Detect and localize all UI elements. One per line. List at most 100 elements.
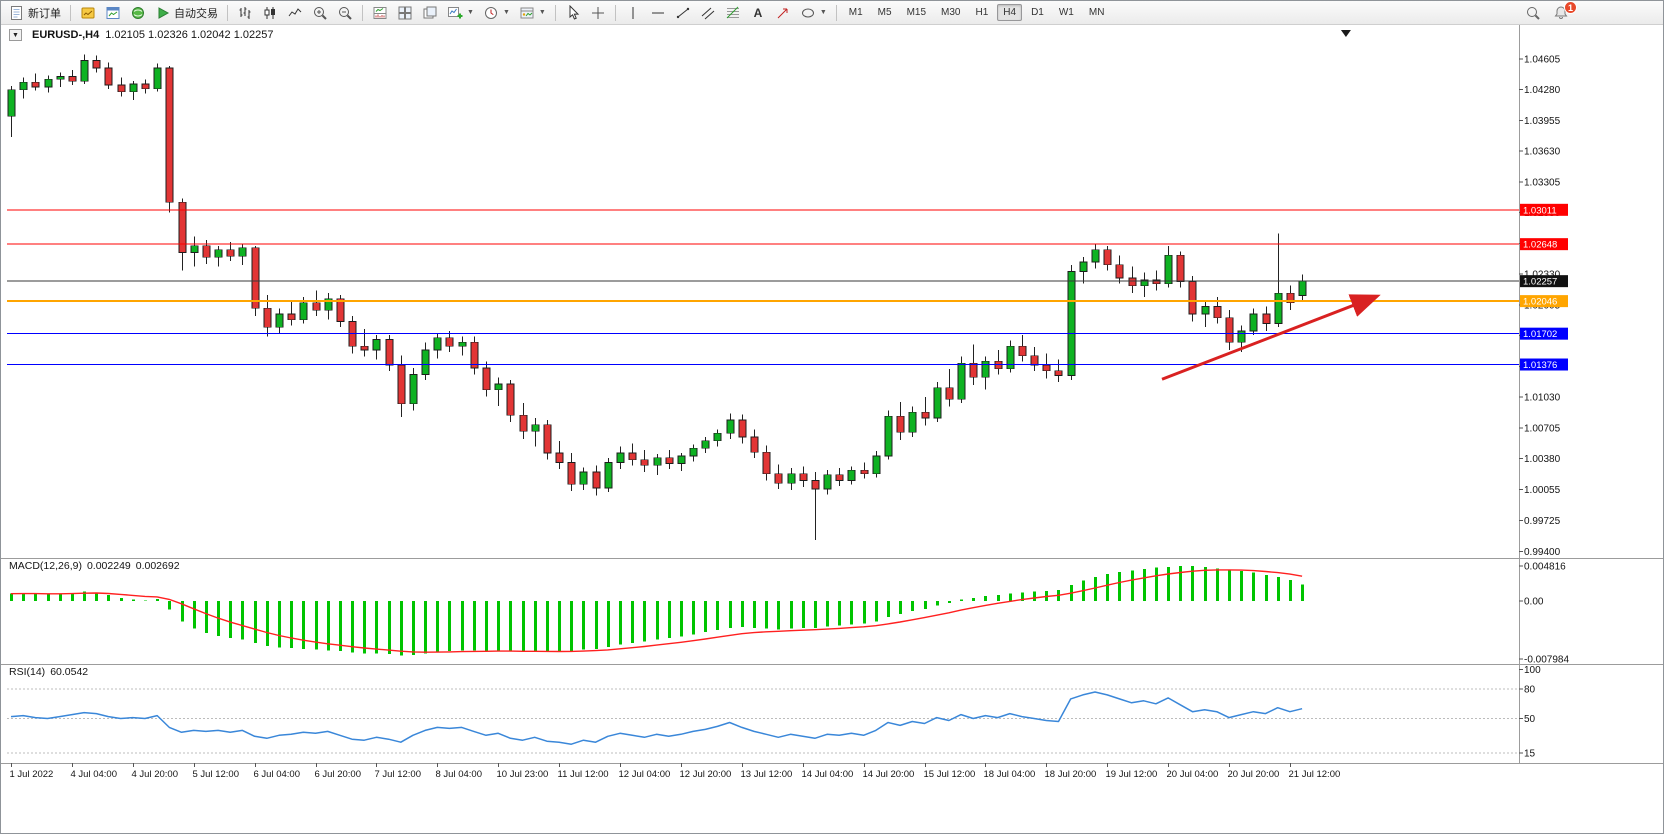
- bull-candle: [494, 383, 503, 391]
- bear-candle: [226, 249, 235, 257]
- bear-candle: [445, 337, 454, 347]
- timeframe-d1-button[interactable]: D1: [1031, 7, 1044, 18]
- bull-candle: [1237, 330, 1246, 343]
- bull-candle: [1164, 254, 1173, 285]
- toolbar-divider: [614, 4, 616, 21]
- timeframe-m5-button[interactable]: M5: [877, 7, 892, 18]
- new-order-button[interactable]: 新订单: [5, 3, 65, 23]
- bar-chart-button[interactable]: [233, 3, 257, 23]
- bear-candle: [555, 452, 564, 463]
- bull-candle: [884, 415, 893, 457]
- vertical-line-button[interactable]: [621, 3, 645, 23]
- timeframe-m15-button[interactable]: M15: [906, 7, 927, 18]
- macd-value-main: 0.002249: [86, 560, 131, 572]
- auto-arrange-button[interactable]: [393, 3, 417, 23]
- bull-candle: [653, 457, 662, 466]
- market-watch-button[interactable]: [76, 3, 100, 23]
- line-chart-button[interactable]: [283, 3, 307, 23]
- bear-candle: [1115, 264, 1124, 279]
- price-axis[interactable]: 1.046051.042801.039551.036301.033051.029…: [1519, 55, 1568, 558]
- bar-chart-icon: [239, 6, 251, 19]
- horizontal-line-icon: [651, 12, 664, 13]
- notification-badge: 1: [1564, 1, 1577, 14]
- bear-candle: [762, 451, 771, 475]
- bull-candle: [1091, 249, 1100, 263]
- bull-candle: [458, 342, 467, 347]
- horizontal-line-button[interactable]: [646, 3, 670, 23]
- chart-area[interactable]: 1.046051.042801.039551.036301.033051.029…: [1, 25, 1664, 834]
- chart-window-button[interactable]: [101, 3, 125, 23]
- timeframe-mn-button[interactable]: MN: [1088, 7, 1105, 18]
- bull-candle: [1006, 345, 1015, 370]
- price-tick-label: 1.04280: [1524, 85, 1561, 96]
- timeframe-m30-button[interactable]: M30: [941, 7, 961, 18]
- bull-candle: [933, 387, 942, 419]
- bear-candle: [738, 419, 747, 438]
- templates-button[interactable]: ▼: [515, 3, 550, 23]
- bull-candle: [847, 469, 856, 481]
- timeframe-m1-button[interactable]: M1: [848, 7, 863, 18]
- bull-candle: [1079, 261, 1088, 272]
- zoom-in-button[interactable]: [308, 3, 332, 23]
- arrow-tool-button[interactable]: [771, 3, 795, 23]
- bear-candle: [750, 436, 759, 453]
- timeframe-h4-button[interactable]: H4: [997, 4, 1023, 21]
- autotrading-label: 自动交易: [174, 7, 218, 20]
- bear-candle: [1018, 345, 1027, 356]
- toolbar-divider: [70, 4, 71, 21]
- bull-candle: [981, 360, 990, 378]
- search-icon: [1527, 6, 1540, 20]
- indicators-window-button[interactable]: [368, 3, 392, 23]
- time-tick-label: 18 Jul 20:00: [1045, 769, 1097, 780]
- chart-collapse-button[interactable]: ▼: [9, 29, 22, 41]
- bull-candle: [1249, 313, 1258, 332]
- new-order-icon: [11, 5, 22, 20]
- fibonacci-button[interactable]: [721, 3, 745, 23]
- autotrading-button[interactable]: 自动交易: [151, 3, 222, 23]
- trend-arrow[interactable]: [1161, 294, 1381, 381]
- macd-panel: 0.004816 0.00 -0.007984: [10, 562, 1569, 666]
- search-button[interactable]: [1521, 3, 1545, 23]
- new-order-label: 新订单: [28, 7, 61, 20]
- shift-marker-icon: [1340, 30, 1351, 37]
- autotrading-play-icon: [158, 6, 170, 19]
- trendline-button[interactable]: [671, 3, 695, 23]
- bear-candle: [470, 342, 479, 369]
- text-button[interactable]: A: [746, 3, 770, 23]
- timeframe-w1-button[interactable]: W1: [1058, 7, 1074, 18]
- toolbar-divider: [227, 4, 228, 21]
- cursor-icon: [569, 4, 580, 20]
- tile-windows-button[interactable]: [418, 3, 442, 23]
- bull-candle: [908, 412, 917, 433]
- macd-axis-label: 0.00: [1524, 597, 1544, 608]
- bull-candle: [275, 313, 284, 328]
- bear-candle: [519, 414, 528, 432]
- add-indicator-button[interactable]: ▼: [443, 3, 478, 23]
- candlestick-chart-button[interactable]: [258, 3, 282, 23]
- time-tick-label: 1 Jul 2022: [10, 769, 54, 780]
- bear-candle: [263, 307, 272, 328]
- bear-candle: [104, 67, 113, 86]
- indicators-window-icon: [373, 6, 387, 19]
- price-line-label: [1520, 358, 1568, 371]
- crosshair-button[interactable]: [586, 3, 610, 23]
- notifications-button[interactable]: 1: [1549, 1, 1577, 23]
- terminal-button[interactable]: [126, 3, 150, 23]
- bear-candle: [969, 362, 978, 378]
- bull-candle: [238, 247, 247, 257]
- zoom-in-icon: [314, 6, 327, 20]
- shapes-button[interactable]: ▼: [796, 3, 831, 23]
- cursor-button[interactable]: [561, 3, 585, 23]
- time-tick-label: 8 Jul 04:00: [436, 769, 482, 780]
- main-toolbar: 新订单 自动交易: [1, 1, 1663, 25]
- channel-button[interactable]: [696, 3, 720, 23]
- bear-candle: [1225, 317, 1234, 343]
- chart-ohlc-values: 1.02105 1.02326 1.02042 1.02257: [105, 29, 274, 41]
- zoom-out-button[interactable]: [333, 3, 357, 23]
- bull-candle: [872, 455, 881, 475]
- time-axis[interactable]: 1 Jul 2022 4 Jul 04:00 4 Jul 20:00 5 Jul 12…: [10, 763, 1341, 780]
- periods-button[interactable]: ▼: [479, 3, 514, 23]
- timeframe-h1-button[interactable]: H1: [975, 7, 989, 18]
- toolbar-divider: [835, 4, 837, 21]
- bear-candle: [506, 383, 515, 416]
